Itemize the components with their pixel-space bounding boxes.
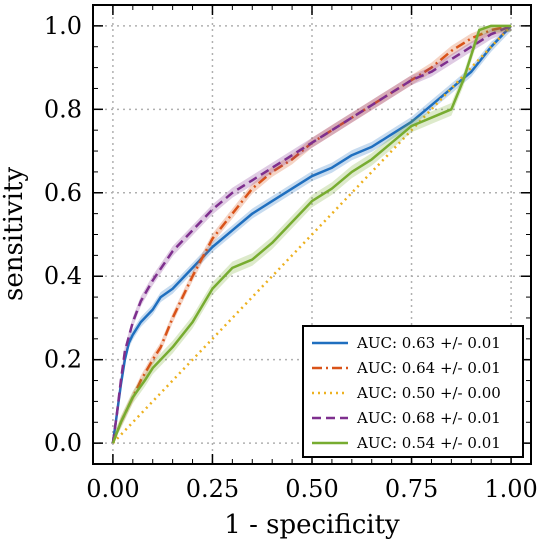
y-tick-label: 0.0 xyxy=(44,429,82,457)
series-line xyxy=(111,24,512,444)
legend-label: AUC: 0.54 +/- 0.01 xyxy=(356,434,501,452)
legend-label: AUC: 0.68 +/- 0.01 xyxy=(356,409,501,427)
legend-box xyxy=(302,325,524,458)
y-tick-label: 0.2 xyxy=(44,346,82,374)
legend-label: AUC: 0.50 +/- 0.00 xyxy=(356,384,501,402)
x-tick-label: 0.25 xyxy=(186,475,239,503)
ticks: 0.00 0.25 0.50 0.75 1.00 0.0 0.2 0.4 0.6 0.8 1.0 xyxy=(44,5,538,503)
legend-label: AUC: 0.63 +/- 0.01 xyxy=(356,334,501,352)
series-line xyxy=(111,24,512,444)
series-line xyxy=(112,25,512,444)
y-tick-label: 0.4 xyxy=(44,262,82,290)
x-tick-label: 1.00 xyxy=(484,475,537,503)
series-band xyxy=(112,25,512,444)
x-tick-label: 0.75 xyxy=(385,475,438,503)
series-line xyxy=(111,24,512,444)
series-line xyxy=(111,25,512,444)
series-band xyxy=(112,25,512,444)
y-tick-label: 1.0 xyxy=(44,12,82,40)
x-tick-label: 0.00 xyxy=(86,475,139,503)
legend-label: AUC: 0.64 +/- 0.01 xyxy=(356,359,501,377)
legend: AUC: 0.63 +/- 0.01 AUC: 0.64 +/- 0.01 AUC:… xyxy=(302,325,524,458)
x-tick-label: 0.50 xyxy=(285,475,338,503)
series-band xyxy=(112,25,512,444)
plot-area xyxy=(111,24,512,444)
y-tick-label: 0.6 xyxy=(44,179,82,207)
x-axis-title: 1 - specificity xyxy=(224,510,400,540)
y-axis-title: sensitivity xyxy=(0,167,29,301)
y-tick-label: 0.8 xyxy=(44,95,82,123)
